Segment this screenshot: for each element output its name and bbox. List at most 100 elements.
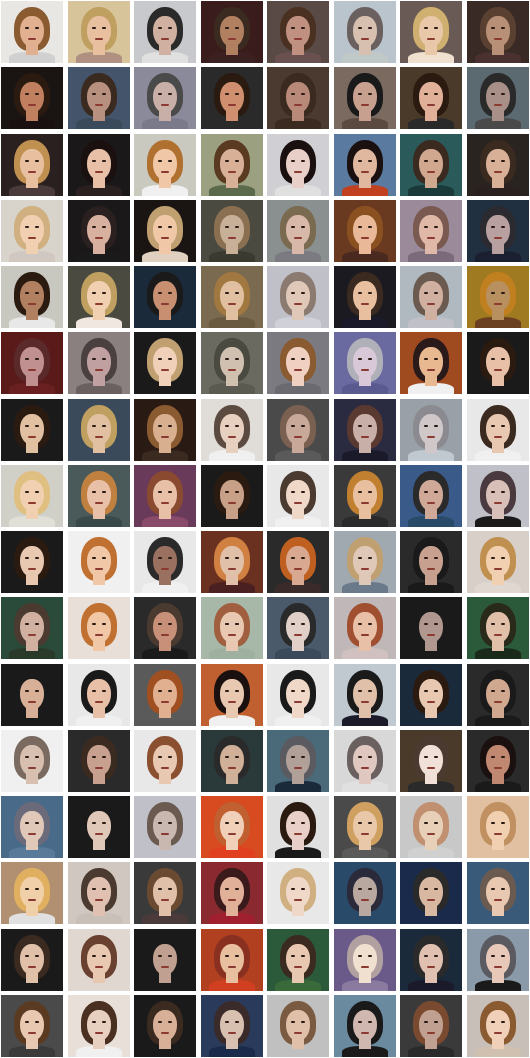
face-sample-tile bbox=[201, 1, 263, 63]
mouth-mark bbox=[294, 767, 302, 769]
neck-shape bbox=[26, 178, 38, 188]
eye-mark bbox=[168, 756, 172, 758]
face-shape bbox=[153, 546, 177, 577]
shoulders-shape bbox=[342, 913, 388, 924]
face-sample-tile bbox=[267, 332, 329, 394]
face-shape bbox=[486, 612, 510, 643]
neck-shape bbox=[26, 443, 38, 453]
mouth-mark bbox=[427, 303, 435, 305]
mouth-mark bbox=[294, 701, 302, 703]
eye-mark bbox=[301, 160, 305, 162]
mouth-mark bbox=[228, 634, 236, 636]
neck-shape bbox=[93, 509, 105, 519]
mouth-mark bbox=[161, 833, 169, 835]
face-sample-tile bbox=[334, 531, 396, 593]
eye-mark bbox=[301, 425, 305, 427]
face-shape bbox=[286, 877, 310, 908]
eye-mark bbox=[368, 756, 372, 758]
face-sample-tile bbox=[467, 266, 529, 328]
face-sample-tile bbox=[334, 399, 396, 461]
mouth-mark bbox=[28, 1032, 36, 1034]
shoulders-shape bbox=[475, 185, 521, 196]
neck-shape bbox=[492, 244, 504, 254]
mouth-mark bbox=[427, 767, 435, 769]
neck-shape bbox=[226, 906, 238, 916]
eye-mark bbox=[358, 491, 362, 493]
shoulders-shape bbox=[275, 516, 321, 527]
eye-mark bbox=[291, 557, 295, 559]
shoulders-shape bbox=[142, 516, 188, 527]
neck-shape bbox=[226, 973, 238, 983]
mouth-mark bbox=[95, 833, 103, 835]
mouth-mark bbox=[228, 502, 236, 504]
mouth-mark bbox=[28, 369, 36, 371]
shoulders-shape bbox=[475, 251, 521, 262]
eye-mark bbox=[92, 690, 96, 692]
eye-mark bbox=[434, 425, 438, 427]
neck-shape bbox=[359, 575, 371, 585]
mouth-mark bbox=[361, 104, 369, 106]
neck-shape bbox=[159, 973, 171, 983]
eye-mark bbox=[424, 160, 428, 162]
mouth-mark bbox=[161, 502, 169, 504]
face-sample-tile bbox=[201, 995, 263, 1057]
face-sample-tile bbox=[267, 730, 329, 792]
eye-mark bbox=[235, 557, 239, 559]
eye-mark bbox=[301, 756, 305, 758]
neck-shape bbox=[425, 376, 437, 386]
shoulders-shape bbox=[275, 251, 321, 262]
eye-mark bbox=[92, 226, 96, 228]
mouth-mark bbox=[361, 237, 369, 239]
mouth-mark bbox=[494, 502, 502, 504]
neck-shape bbox=[93, 443, 105, 453]
eye-mark bbox=[35, 557, 39, 559]
shoulders-shape bbox=[209, 52, 255, 63]
eye-mark bbox=[491, 93, 495, 95]
neck-shape bbox=[26, 906, 38, 916]
face-shape bbox=[153, 281, 177, 312]
eye-mark bbox=[368, 358, 372, 360]
face-sample-tile bbox=[334, 67, 396, 129]
face-shape bbox=[419, 546, 443, 577]
mouth-mark bbox=[361, 303, 369, 305]
eye-mark bbox=[25, 226, 29, 228]
neck-shape bbox=[359, 906, 371, 916]
face-shape bbox=[353, 679, 377, 710]
mouth-mark bbox=[427, 966, 435, 968]
eye-mark bbox=[368, 955, 372, 957]
eye-mark bbox=[501, 292, 505, 294]
shoulders-shape bbox=[408, 781, 454, 792]
shoulders-shape bbox=[342, 980, 388, 991]
neck-shape bbox=[159, 310, 171, 320]
shoulders-shape bbox=[76, 185, 122, 196]
face-sample-tile bbox=[68, 465, 130, 527]
mouth-mark bbox=[95, 171, 103, 173]
eye-mark bbox=[501, 160, 505, 162]
face-shape bbox=[486, 281, 510, 312]
face-shape bbox=[419, 1010, 443, 1041]
shoulders-shape bbox=[342, 582, 388, 593]
mouth-mark bbox=[28, 966, 36, 968]
mouth-mark bbox=[494, 171, 502, 173]
face-sample-tile bbox=[68, 200, 130, 262]
eye-mark bbox=[92, 491, 96, 493]
mouth-mark bbox=[161, 104, 169, 106]
neck-shape bbox=[359, 178, 371, 188]
face-sample-tile bbox=[68, 134, 130, 196]
face-shape bbox=[20, 281, 44, 312]
neck-shape bbox=[492, 178, 504, 188]
shoulders-shape bbox=[475, 516, 521, 527]
neck-shape bbox=[26, 376, 38, 386]
face-shape bbox=[353, 546, 377, 577]
shoulders-shape bbox=[142, 383, 188, 394]
eye-mark bbox=[301, 27, 305, 29]
mouth-mark bbox=[294, 502, 302, 504]
eye-mark bbox=[434, 93, 438, 95]
neck-shape bbox=[359, 443, 371, 453]
eye-mark bbox=[35, 623, 39, 625]
mouth-mark bbox=[161, 701, 169, 703]
eye-mark bbox=[225, 888, 229, 890]
eye-mark bbox=[291, 888, 295, 890]
eye-mark bbox=[168, 822, 172, 824]
shoulders-shape bbox=[275, 450, 321, 461]
